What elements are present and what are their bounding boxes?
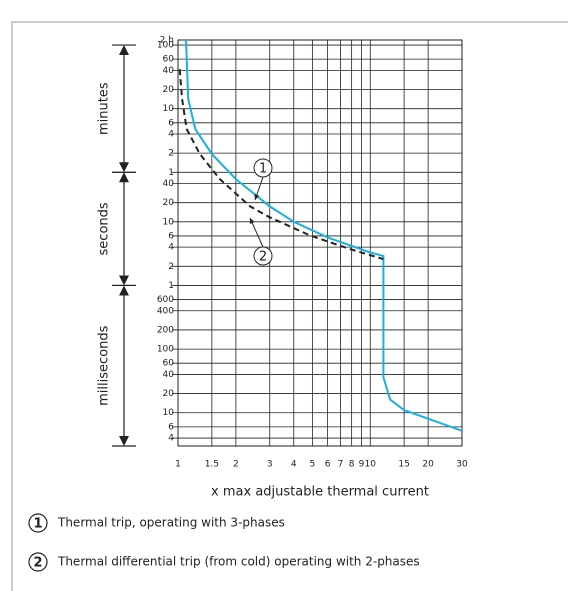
range-label: seconds — [97, 202, 112, 255]
y-tick-label: 60 — [163, 359, 175, 369]
y-tick-label: 2 — [168, 262, 174, 272]
legend-circle — [28, 513, 48, 533]
x-tick-label: 8 — [349, 460, 355, 470]
arrow-head — [254, 194, 260, 200]
arrow-head — [119, 436, 129, 446]
x-tick-label: 4 — [291, 460, 297, 470]
arrow-head — [119, 45, 129, 56]
y-tick-label: 400 — [157, 306, 174, 316]
frame — [11, 21, 568, 591]
x-tick-label: 15 — [398, 460, 409, 470]
y-tick-label: 10 — [163, 217, 175, 227]
range-label: minutes — [97, 82, 112, 135]
y-tick-label: 10 — [163, 104, 175, 114]
y-tick-label: 40 — [163, 370, 175, 380]
x-axis-label: x max adjustable thermal current — [211, 485, 429, 500]
y-tick-label: 4 — [168, 243, 174, 253]
legend-circle — [28, 552, 48, 572]
x-tick-label: 7 — [338, 460, 344, 470]
legend-number: 2 — [33, 556, 42, 571]
arrow-head — [119, 172, 129, 183]
y-tick-label: 4 — [168, 129, 174, 139]
x-tick-label: 2 — [233, 460, 239, 470]
arrow-head — [119, 162, 129, 173]
y-tick-label: 20 — [163, 85, 175, 95]
y-tick-label: 40 — [163, 179, 175, 189]
y-tick-label: 200 — [157, 325, 174, 335]
x-tick-label: 1.5 — [205, 460, 219, 470]
series-line — [178, 69, 384, 261]
x-tick-label: 10 — [365, 460, 377, 470]
y-tick-label: 4 — [168, 434, 174, 444]
y-tick-label: 10 — [163, 408, 175, 418]
y-tick-label: 600 — [157, 295, 174, 305]
plot-border — [177, 39, 463, 447]
arrow-head — [119, 275, 129, 286]
x-tick-label: 20 — [422, 460, 434, 470]
y-tick-label: 100 — [157, 345, 174, 355]
y-tick-label: 20 — [163, 389, 175, 399]
y-tick-label: 1 — [168, 168, 174, 178]
legend-label: Thermal trip, operating with 3-phases — [57, 516, 285, 530]
y-tick-label: 40 — [163, 66, 175, 76]
y-tick-label: 60 — [163, 55, 175, 65]
y-tick-label: 2 h — [160, 36, 174, 46]
x-tick-label: 9 — [359, 460, 365, 470]
range-label: milliseconds — [97, 325, 112, 405]
legend-label: Thermal differential trip (from cold) op… — [57, 555, 420, 569]
x-tick-label: 3 — [267, 460, 273, 470]
legend-number: 1 — [33, 517, 42, 532]
x-tick-label: 30 — [456, 460, 468, 470]
y-tick-label: 100 — [157, 41, 174, 51]
callout-number: 2 — [259, 250, 267, 265]
y-tick-label: 1 — [168, 281, 174, 291]
series-line — [185, 39, 463, 432]
callout-number: 1 — [259, 162, 267, 177]
x-tick-label: 1 — [175, 460, 181, 470]
y-tick-label: 6 — [168, 118, 174, 128]
arrow-head — [119, 285, 129, 296]
x-tick-label: 5 — [310, 460, 316, 470]
y-tick-label: 6 — [168, 231, 174, 241]
y-tick-label: 20 — [163, 198, 175, 208]
y-tick-label: 6 — [168, 422, 174, 432]
arrow-head — [249, 218, 255, 224]
y-tick-label: 2 — [168, 149, 174, 159]
x-tick-label: 6 — [325, 460, 331, 470]
